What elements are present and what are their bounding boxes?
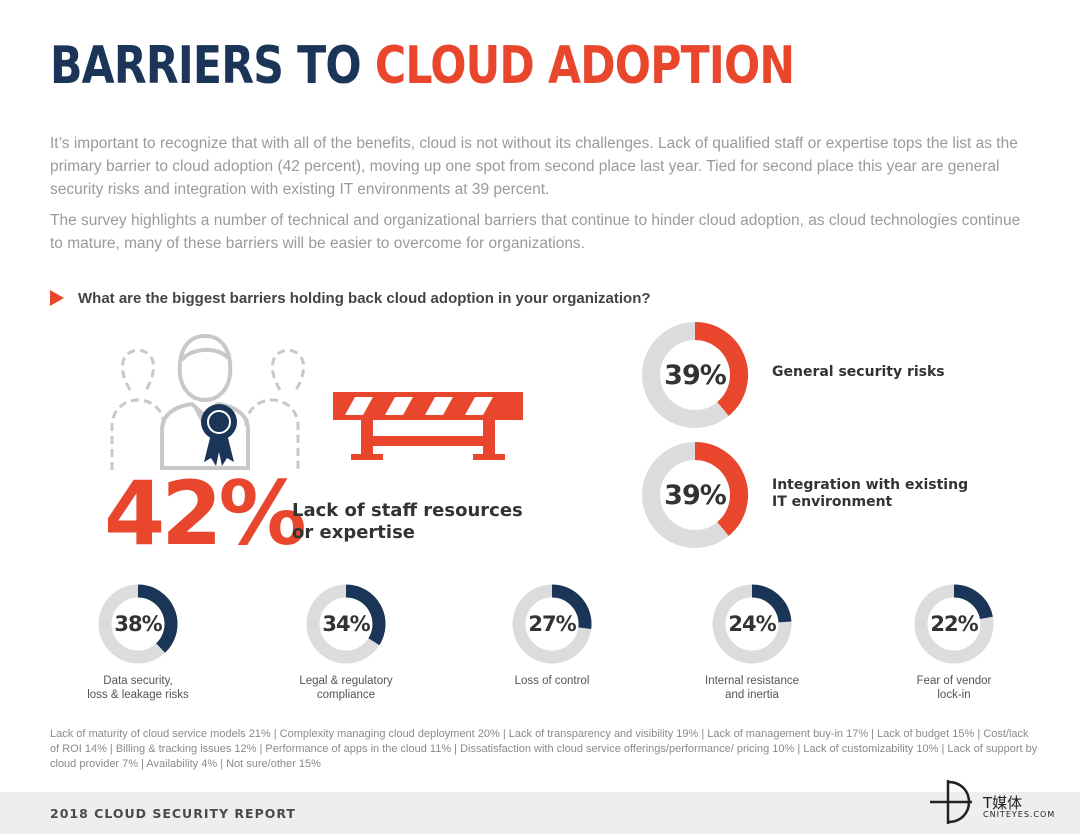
donut-category-label: General security risks <box>772 364 945 381</box>
donut-slice <box>953 584 993 620</box>
triangle-bullet-icon <box>50 290 64 306</box>
label-line: General security risks <box>772 364 945 380</box>
donut-category-label: Legal & regulatory compliance <box>266 674 426 702</box>
donut-chart-integration: 39% <box>640 440 750 550</box>
donut-slice <box>751 584 792 623</box>
title-part-2: CLOUD ADOPTION <box>374 36 795 96</box>
donut-svg <box>642 442 748 548</box>
intro-paragraph-2: The survey highlights a number of techni… <box>50 212 1021 252</box>
donut-category-label: Loss of control <box>472 674 632 688</box>
donut-category-label: Integration with existing IT environment <box>772 477 968 511</box>
label-line: Data security, <box>103 675 173 687</box>
donut-slice <box>694 322 748 416</box>
watermark: T媒体 CNITEYES.COM <box>928 774 1078 830</box>
highlight-value-top: 42% <box>104 462 307 565</box>
label-line: Internal resistance <box>705 675 799 687</box>
question-text: What are the biggest barriers holding ba… <box>78 289 651 307</box>
label-line: and inertia <box>725 689 779 701</box>
highlight-label-top: Lack of staff resources or expertise <box>292 500 523 544</box>
label-line: Fear of vendor <box>916 675 992 687</box>
donut-category-label: Fear of vendor lock-in <box>874 674 1034 702</box>
label-line: Legal & regulatory <box>299 675 393 687</box>
title-part-1: BARRIERS TO <box>50 36 375 96</box>
label-line: Loss of control <box>514 675 590 687</box>
donut-svg <box>914 584 994 664</box>
label-line: lock-in <box>937 689 971 701</box>
donut-value-label: 38% <box>114 612 162 636</box>
survey-question: What are the biggest barriers holding ba… <box>50 287 651 309</box>
award-ribbon-icon <box>201 404 237 466</box>
label-line: Integration with existing <box>772 477 969 493</box>
donut-slice <box>694 442 748 536</box>
donut-svg <box>712 584 792 664</box>
donut-chart-vendor-lock-in: 22% <box>912 582 996 666</box>
watermark-logo-icon <box>930 780 972 824</box>
donut-chart-legal: 34% <box>304 582 388 666</box>
donut-svg <box>306 584 386 664</box>
donut-chart-data-security: 38% <box>96 582 180 666</box>
road-barrier-icon <box>333 392 523 460</box>
donut-value-label: 34% <box>322 612 370 636</box>
donut-value-label: 39% <box>664 359 727 391</box>
footer-report-title: 2018 CLOUD SECURITY REPORT <box>50 806 296 821</box>
label-line: compliance <box>316 689 376 701</box>
donut-value-label: 39% <box>664 479 727 511</box>
intro-text: It’s important to recognize that with al… <box>50 132 1030 263</box>
page-title: BARRIERS TO CLOUD ADOPTION <box>50 40 795 92</box>
donut-slice <box>137 584 178 653</box>
label-line: IT environment <box>772 494 893 510</box>
footer-bar: 2018 CLOUD SECURITY REPORT <box>0 792 1080 834</box>
donut-chart-internal-resistance: 24% <box>710 582 794 666</box>
watermark-subtext: CNITEYES.COM <box>983 810 1056 819</box>
donut-slice <box>551 584 592 629</box>
donut-value-label: 24% <box>728 612 776 636</box>
label-line: loss & leakage risks <box>87 689 189 701</box>
donut-category-label: Data security, loss & leakage risks <box>58 674 218 702</box>
donut-svg <box>642 322 748 428</box>
donut-slice <box>345 584 386 646</box>
highlight-label-line: or expertise <box>292 522 415 543</box>
staff-people-icon <box>110 333 305 470</box>
intro-paragraph-1: It’s important to recognize that with al… <box>50 135 1018 198</box>
donut-svg <box>98 584 178 664</box>
donut-value-label: 22% <box>930 612 978 636</box>
donut-chart-loss-of-control: 27% <box>510 582 594 666</box>
other-barriers-list: Lack of maturity of cloud service models… <box>50 728 1038 770</box>
highlight-label-line: Lack of staff resources <box>292 500 523 521</box>
donut-svg <box>512 584 592 664</box>
donut-chart-security-risks: 39% <box>640 320 750 430</box>
watermark-text: T媒体 <box>983 794 1023 812</box>
donut-category-label: Internal resistance and inertia <box>672 674 832 702</box>
donut-value-label: 27% <box>528 612 576 636</box>
